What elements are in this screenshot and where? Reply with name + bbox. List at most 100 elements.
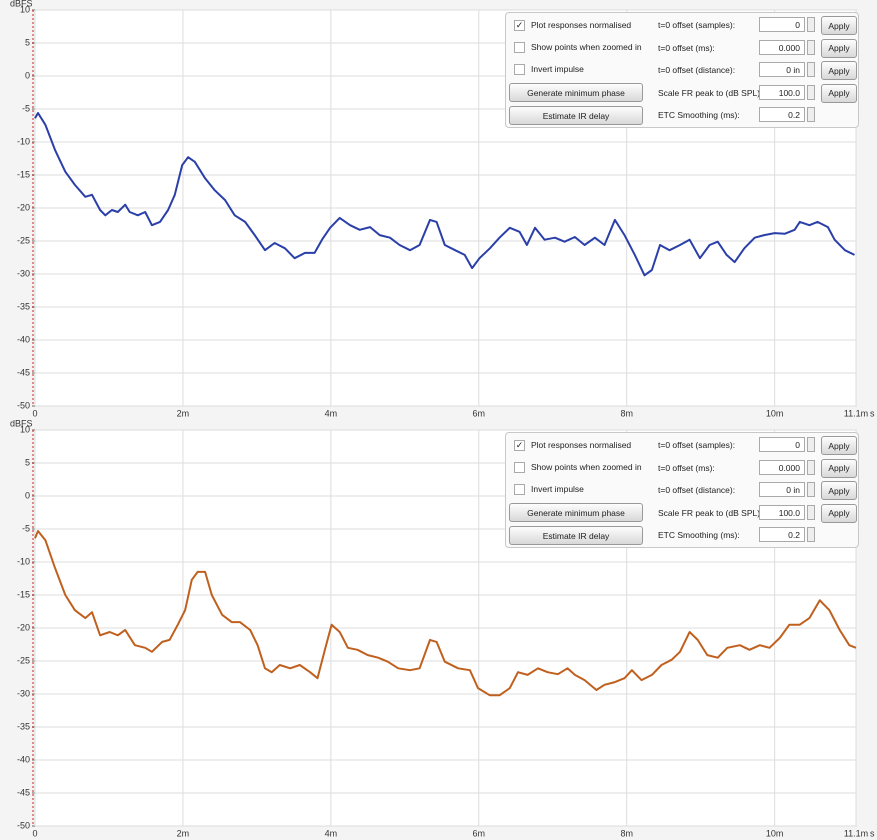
x-tick-label: 6m [473, 408, 486, 418]
field-input[interactable]: 0 in [759, 482, 805, 497]
y-axis-label: dBFS [10, 0, 33, 8]
x-tick-label: 11.1m [844, 408, 868, 418]
spinner[interactable] [807, 527, 815, 542]
spinner[interactable] [807, 17, 815, 32]
field-input[interactable]: 100.0 [759, 504, 805, 520]
etc-line [34, 112, 855, 277]
apply-button[interactable]: Apply [821, 436, 857, 455]
spinner[interactable] [807, 84, 815, 100]
spinner[interactable] [807, 39, 815, 55]
x-axis-unit: s [870, 408, 875, 418]
y-tick-label: -40 [17, 334, 30, 344]
button[interactable]: Estimate IR delay [509, 526, 643, 545]
spinner[interactable] [807, 107, 815, 122]
checkbox-label: Plot responses normalised [531, 440, 632, 450]
field-input[interactable]: 100.0 [759, 84, 805, 100]
field-input[interactable]: 0 in [759, 62, 805, 77]
y-tick-label: 10 [20, 4, 30, 14]
spinner[interactable] [807, 504, 815, 520]
y-tick-label: -30 [17, 268, 30, 278]
y-tick-label: -40 [17, 754, 30, 764]
apply-button[interactable]: Apply [821, 458, 857, 478]
checkbox-label: Invert impulse [531, 64, 584, 74]
checkbox-row[interactable]: Show points when zoomed in [514, 459, 642, 475]
control-panel: ✓ Plot responses normalised Show points wh… [505, 12, 859, 128]
checkbox[interactable] [514, 483, 525, 495]
field-label: t=0 offset (samples): [658, 20, 736, 30]
field-input[interactable]: 0 [759, 17, 805, 32]
field-label: ETC Smoothing (ms): [658, 110, 740, 120]
checkbox-row[interactable]: Show points when zoomed in [514, 39, 642, 55]
y-tick-label: -50 [17, 400, 30, 410]
x-axis-unit: s [870, 828, 875, 838]
x-tick-label: 10m [766, 828, 784, 838]
x-tick-label: 8m [620, 828, 633, 838]
y-tick-label: -25 [17, 655, 30, 665]
field-input[interactable]: 0.000 [759, 39, 805, 55]
button[interactable]: Estimate IR delay [509, 106, 643, 125]
y-tick-label: -30 [17, 688, 30, 698]
spinner[interactable] [807, 62, 815, 77]
x-tick-label: 0 [32, 408, 37, 418]
apply-button[interactable]: Apply [821, 16, 857, 35]
checkbox[interactable]: ✓ [514, 19, 525, 31]
apply-button[interactable]: Apply [821, 481, 857, 500]
checkbox-row[interactable]: ✓ Plot responses normalised [514, 437, 631, 453]
x-tick-label: 4m [325, 828, 338, 838]
etc-line [34, 530, 857, 697]
y-tick-label: -45 [17, 787, 30, 797]
x-tick-label: 2m [177, 408, 190, 418]
y-tick-label: -20 [17, 202, 30, 212]
y-tick-label: -50 [17, 820, 30, 830]
y-tick-label: -35 [17, 301, 30, 311]
x-tick-label: 11.1m [844, 828, 868, 838]
y-tick-label: -15 [17, 589, 30, 599]
field-input[interactable]: 0 [759, 437, 805, 452]
spinner[interactable] [807, 482, 815, 497]
spinner[interactable] [807, 437, 815, 452]
apply-button[interactable]: Apply [821, 83, 857, 103]
field-label: t=0 offset (distance): [658, 485, 736, 495]
checkbox[interactable]: ✓ [514, 439, 525, 451]
y-tick-label: -5 [22, 103, 30, 113]
apply-button[interactable]: Apply [821, 503, 857, 523]
field-input[interactable]: 0.2 [759, 527, 805, 542]
x-tick-label: 6m [473, 828, 486, 838]
y-tick-label: -15 [17, 169, 30, 179]
spinner[interactable] [807, 459, 815, 475]
y-tick-label: -45 [17, 367, 30, 377]
y-tick-label: 0 [25, 70, 30, 80]
apply-button[interactable]: Apply [821, 61, 857, 80]
field-input[interactable]: 0.2 [759, 107, 805, 122]
field-label: t=0 offset (samples): [658, 440, 736, 450]
checkbox-label: Plot responses normalised [531, 20, 632, 30]
y-tick-label: -25 [17, 235, 30, 245]
checkbox[interactable] [514, 41, 525, 53]
button[interactable]: Generate minimum phase [509, 503, 643, 522]
field-label: t=0 offset (distance): [658, 65, 736, 75]
field-label: Scale FR peak to (dB SPL): [658, 87, 763, 98]
y-tick-label: 5 [25, 37, 30, 47]
checkbox-row[interactable]: Invert impulse [514, 481, 584, 497]
checkbox[interactable] [514, 63, 525, 75]
y-tick-label: -10 [17, 556, 30, 566]
x-tick-label: 2m [177, 828, 190, 838]
apply-button[interactable]: Apply [821, 38, 857, 58]
field-label: t=0 offset (ms): [658, 42, 715, 53]
checkbox[interactable] [514, 461, 525, 473]
field-input[interactable]: 0.000 [759, 459, 805, 475]
y-tick-label: -35 [17, 721, 30, 731]
checkbox-label: Invert impulse [531, 484, 584, 494]
button[interactable]: Generate minimum phase [509, 83, 643, 102]
checkbox-row[interactable]: ✓ Plot responses normalised [514, 17, 631, 33]
y-axis-label: dBFS [10, 418, 33, 428]
x-tick-label: 4m [325, 408, 338, 418]
checkbox-label: Show points when zoomed in [531, 462, 642, 472]
y-tick-label: 0 [25, 490, 30, 500]
x-tick-label: 10m [766, 408, 784, 418]
checkbox-row[interactable]: Invert impulse [514, 61, 584, 77]
y-tick-label: -5 [22, 523, 30, 533]
y-tick-label: 10 [20, 424, 30, 434]
control-panel: ✓ Plot responses normalised Show points wh… [505, 432, 859, 548]
